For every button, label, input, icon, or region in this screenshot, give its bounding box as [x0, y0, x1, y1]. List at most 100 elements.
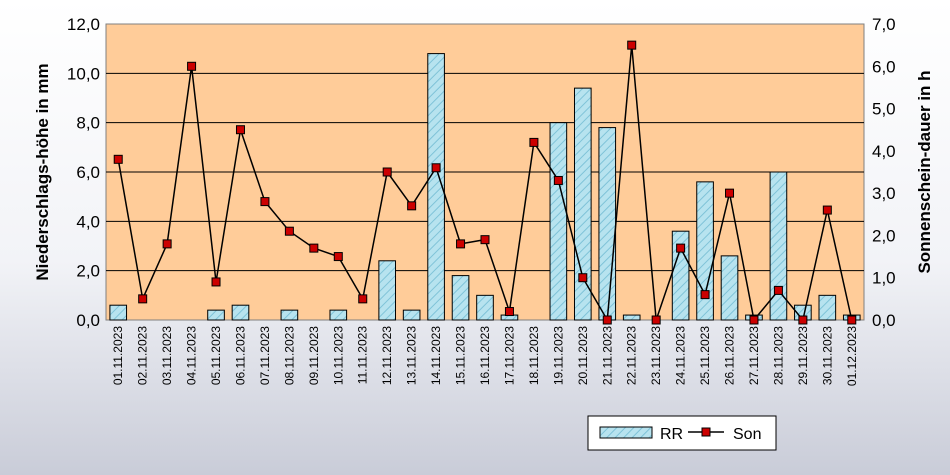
left-axis-ticks: 0,0 2,0 4,0 6,0 8,0 10,0 12,0 — [67, 15, 100, 330]
marker-son — [822, 205, 832, 215]
marker-son — [700, 290, 710, 300]
marker-son — [358, 294, 368, 304]
x-tick-label: 19.11.2023 — [551, 326, 565, 385]
right-axis-ticks: 0,0 1,0 2,0 3,0 4,0 5,0 6,0 7,0 — [872, 15, 896, 330]
marker-son — [284, 226, 294, 236]
legend-rr-swatch — [599, 426, 653, 439]
y2-tick-label: 7,0 — [872, 15, 896, 34]
marker-son — [113, 154, 123, 164]
marker-son — [529, 137, 539, 147]
y-tick-label: 10,0 — [67, 64, 100, 83]
marker-son — [725, 188, 735, 198]
bar-rr — [573, 87, 592, 321]
x-tick-label: 21.11.2023 — [600, 326, 614, 385]
bar-rr — [451, 275, 470, 321]
legend-rr-label: RR — [660, 426, 683, 443]
x-tick-label: 02.11.2023 — [136, 326, 150, 385]
y2-axis-title: Sonnenschein-dauer in h — [915, 70, 934, 273]
x-tick-label: 24.11.2023 — [674, 326, 688, 385]
legend-son-label: Son — [733, 426, 761, 443]
marker-son — [187, 61, 197, 71]
x-tick-label: 22.11.2023 — [625, 326, 639, 385]
marker-son — [578, 273, 588, 283]
x-tick-label: 08.11.2023 — [282, 326, 296, 385]
marker-son — [798, 315, 808, 325]
x-axis-ticks: 01.11.2023 02.11.2023 03.11.2023 04.11.2023… — [111, 326, 859, 386]
x-tick-label: 27.11.2023 — [747, 326, 761, 385]
bar-rr — [671, 230, 690, 321]
bar-rr — [402, 309, 421, 321]
bar-rr — [109, 304, 128, 321]
bar-rr — [378, 260, 397, 321]
x-tick-label: 30.11.2023 — [820, 326, 834, 385]
y2-tick-label: 1,0 — [872, 269, 896, 288]
x-tick-label: 23.11.2023 — [649, 326, 663, 385]
bar-rr — [549, 122, 568, 321]
x-tick-label: 05.11.2023 — [209, 326, 223, 385]
marker-son — [138, 294, 148, 304]
x-tick-label: 01.12.2023 — [845, 326, 859, 386]
x-tick-label: 29.11.2023 — [796, 326, 810, 385]
x-tick-label: 15.11.2023 — [454, 326, 468, 385]
x-tick-label: 17.11.2023 — [502, 326, 516, 385]
y-tick-label: 0,0 — [76, 311, 100, 330]
bar-rr — [696, 181, 714, 321]
marker-son — [235, 125, 245, 135]
y-tick-label: 12,0 — [67, 15, 100, 34]
marker-son — [749, 315, 759, 325]
legend-son-marker — [701, 427, 711, 437]
marker-son — [456, 239, 466, 249]
line-series-son — [113, 40, 857, 325]
y-tick-label: 2,0 — [76, 262, 100, 281]
bar-rr — [598, 127, 617, 321]
x-tick-label: 26.11.2023 — [723, 326, 737, 385]
x-tick-label: 16.11.2023 — [478, 326, 492, 385]
y2-tick-label: 0,0 — [872, 311, 896, 330]
bar-rr — [720, 255, 739, 321]
marker-son — [627, 40, 637, 50]
bar-rr — [207, 309, 225, 321]
bar-rr — [476, 294, 494, 321]
y2-tick-label: 3,0 — [872, 184, 896, 203]
marker-son — [773, 285, 783, 295]
marker-son — [382, 167, 392, 177]
bar-rr — [769, 171, 788, 321]
x-tick-label: 25.11.2023 — [698, 326, 712, 385]
y-tick-label: 6,0 — [76, 163, 100, 182]
y2-tick-label: 2,0 — [872, 226, 896, 245]
bar-rr — [622, 314, 641, 321]
x-tick-label: 09.11.2023 — [307, 326, 321, 385]
x-tick-label: 28.11.2023 — [771, 326, 785, 385]
bar-rr — [231, 304, 250, 321]
bar-rr — [427, 53, 445, 321]
y-axis-title: Niederschlags-höhe in mm — [33, 63, 52, 280]
x-tick-label: 03.11.2023 — [160, 326, 174, 385]
marker-son — [260, 197, 270, 207]
bar-rr — [280, 309, 299, 321]
marker-son — [211, 277, 221, 287]
marker-son — [651, 315, 661, 325]
bar-rr — [329, 309, 348, 321]
x-tick-label: 04.11.2023 — [185, 326, 199, 385]
x-tick-label: 01.11.2023 — [111, 326, 125, 385]
marker-son — [847, 315, 857, 325]
marker-son — [309, 243, 319, 253]
y2-tick-label: 4,0 — [872, 142, 896, 161]
y-tick-label: 8,0 — [76, 114, 100, 133]
x-tick-label: 14.11.2023 — [429, 326, 443, 385]
x-tick-label: 10.11.2023 — [331, 326, 345, 385]
x-tick-label: 13.11.2023 — [405, 326, 419, 385]
marker-son — [407, 201, 417, 211]
x-tick-label: 12.11.2023 — [380, 326, 394, 385]
x-tick-label: 20.11.2023 — [576, 326, 590, 385]
x-tick-label: 18.11.2023 — [527, 326, 541, 385]
marker-son — [480, 235, 490, 245]
bar-rr — [818, 294, 837, 321]
marker-son — [333, 252, 343, 262]
y2-tick-label: 5,0 — [872, 100, 896, 119]
x-tick-label: 11.11.2023 — [356, 326, 370, 385]
marker-son — [431, 163, 441, 173]
marker-son — [676, 243, 686, 253]
